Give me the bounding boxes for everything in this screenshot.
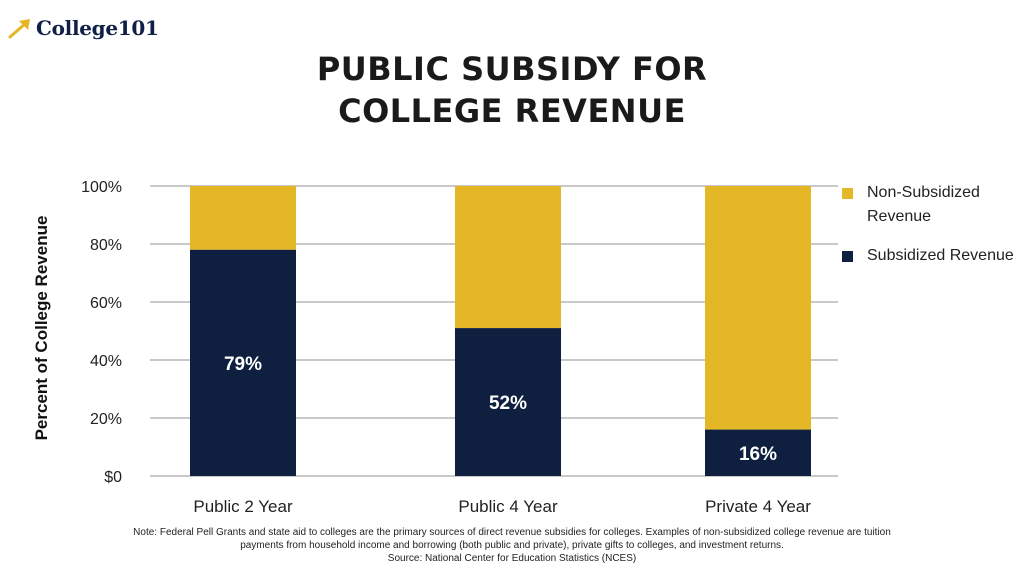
x-tick-label: Private 4 Year	[705, 497, 811, 516]
legend-swatch	[842, 251, 853, 262]
legend-item-subsidized: Subsidized Revenue	[842, 244, 1020, 268]
bar-non-subsidized	[705, 186, 811, 430]
arrow-icon	[8, 19, 30, 39]
source-line: Source: National Center for Education St…	[387, 553, 637, 564]
legend-label: Subsidized Revenue	[867, 247, 1014, 264]
note-line2: payments from household income and borro…	[240, 540, 784, 551]
bar-non-subsidized	[190, 186, 296, 250]
data-label: 52%	[489, 393, 527, 414]
chart-title-line2: COLLEGE REVENUE	[338, 92, 686, 130]
logo: College101	[8, 16, 159, 40]
y-tick-label: 80%	[90, 237, 122, 254]
data-label: 79%	[224, 354, 262, 375]
y-tick-label: 60%	[90, 295, 122, 312]
bar-non-subsidized	[455, 186, 561, 329]
x-tick-label: Public 2 Year	[193, 497, 293, 516]
bar-subsidized	[455, 328, 561, 476]
bar-subsidized	[190, 249, 296, 476]
chart-title-line1: PUBLIC SUBSIDY FOR	[316, 50, 708, 88]
legend-swatch	[842, 188, 853, 199]
bar-subsidized	[705, 429, 811, 476]
y-tick-label: 40%	[90, 353, 122, 370]
y-tick-label: 100%	[81, 179, 122, 196]
logo-text: College101	[36, 16, 159, 40]
legend-label: Non-Subsidized Revenue	[867, 184, 980, 225]
x-tick-label: Public 4 Year	[458, 497, 558, 516]
legend: Non-Subsidized Revenue Subsidized Revenu…	[842, 181, 1020, 283]
note-line1: Note: Federal Pell Grants and state aid …	[133, 527, 891, 538]
y-tick-label: 20%	[90, 411, 122, 428]
y-axis-label: Percent of College Revenue	[32, 216, 51, 441]
y-tick-label: $0	[104, 469, 122, 486]
footnote: Note: Federal Pell Grants and state aid …	[40, 526, 984, 565]
data-label: 16%	[739, 444, 777, 465]
legend-item-non-subsidized: Non-Subsidized Revenue	[842, 181, 1020, 229]
chart-title: PUBLIC SUBSIDY FOR COLLEGE REVENUE	[0, 48, 1024, 132]
